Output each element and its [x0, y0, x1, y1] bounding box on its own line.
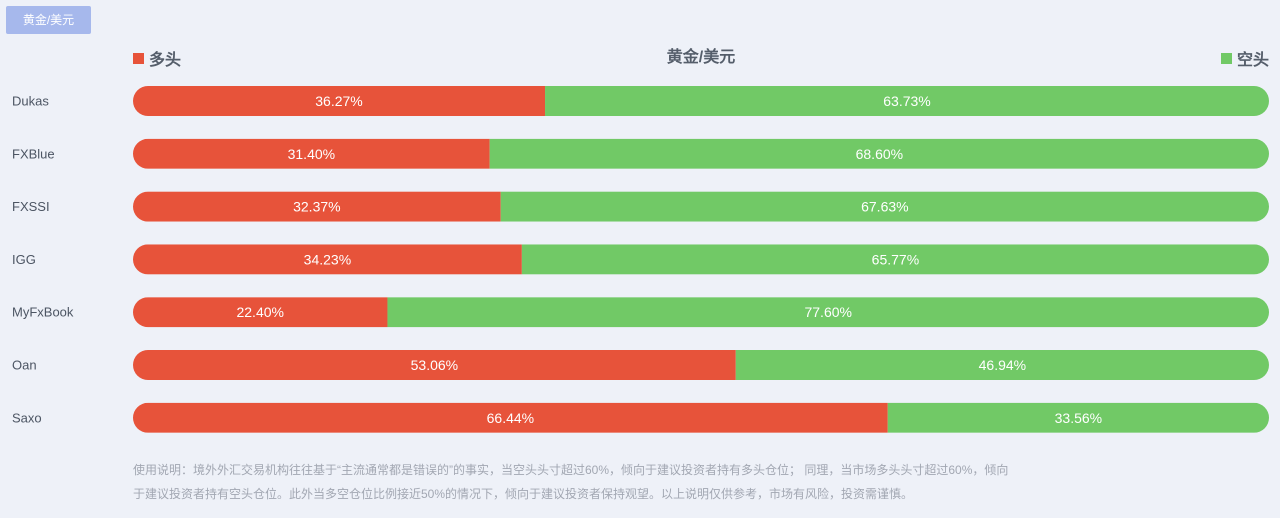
bar-long-value-label: 53.06%: [411, 357, 458, 373]
legend-long-swatch: [133, 52, 144, 64]
category-label: FXSSI: [12, 199, 50, 214]
bar-short-value-label: 68.60%: [856, 146, 903, 162]
bar-row[interactable]: [133, 86, 1269, 116]
legend-long[interactable]: 多头: [133, 48, 182, 69]
bar-row[interactable]: [133, 244, 1269, 275]
usage-note: 使用说明：境外外汇交易机构往往基于“主流通常都是错误的”的事实，当空头头寸超过6…: [133, 458, 1093, 506]
bar-short-segment[interactable]: [887, 402, 1269, 433]
usage-note-line-1: 使用说明：境外外汇交易机构往往基于“主流通常都是错误的”的事实，当空头头寸超过6…: [133, 463, 1009, 477]
category-label: FXBlue: [12, 146, 55, 161]
bar-long-segment[interactable]: [133, 86, 546, 116]
legend-short-swatch: [1220, 52, 1232, 64]
bar-short-value-label: 46.94%: [979, 357, 1026, 373]
bar-row[interactable]: [133, 191, 1269, 222]
bar-short-segment[interactable]: [489, 138, 1269, 169]
chart-title: 黄金/美元: [666, 49, 736, 66]
bar-short-segment[interactable]: [545, 86, 1269, 116]
bar-long-segment[interactable]: [133, 191, 501, 222]
bar-long-segment[interactable]: [133, 244, 522, 275]
bar-long-value-label: 31.40%: [288, 146, 335, 162]
bar-row[interactable]: [133, 297, 1269, 328]
bar-row[interactable]: [133, 350, 1269, 380]
bar-short-value-label: 67.63%: [861, 199, 908, 215]
bar-long-value-label: 32.37%: [293, 199, 340, 215]
bar-long-segment[interactable]: [133, 297, 388, 328]
tab-gold-usd[interactable]: 黄金/美元: [6, 6, 91, 34]
bar-short-value-label: 63.73%: [883, 93, 930, 109]
bar-long-segment[interactable]: [133, 402, 888, 433]
category-label: IGG: [12, 252, 36, 267]
bar-short-segment[interactable]: [500, 191, 1269, 222]
category-label: MyFxBook: [12, 305, 74, 320]
category-label: Dukas: [12, 94, 49, 109]
legend-short-label: 空头: [1236, 52, 1269, 69]
bar-short-segment[interactable]: [521, 244, 1269, 275]
bar-long-segment[interactable]: [133, 350, 736, 380]
legend-long-label: 多头: [149, 52, 182, 69]
usage-note-line-2: 于建议投资者持有空头仓位。此外当多空仓位比例接近50%的情况下，倾向于建议投资者…: [133, 487, 914, 501]
category-label: Oan: [12, 358, 37, 373]
bar-long-value-label: 22.40%: [236, 304, 283, 320]
category-label: Saxo: [12, 410, 42, 425]
bar-row[interactable]: [133, 138, 1269, 169]
bar-row[interactable]: [133, 402, 1269, 433]
bar-short-value-label: 33.56%: [1055, 410, 1102, 426]
bar-long-value-label: 36.27%: [315, 93, 362, 109]
bar-short-value-label: 65.77%: [872, 251, 919, 267]
bar-long-segment[interactable]: [133, 138, 490, 169]
bar-long-value-label: 34.23%: [304, 251, 351, 267]
bar-short-value-label: 77.60%: [804, 304, 851, 320]
bar-long-value-label: 66.44%: [487, 410, 534, 426]
legend-short[interactable]: 空头: [1220, 48, 1269, 69]
bar-short-segment[interactable]: [735, 350, 1269, 380]
bar-short-segment[interactable]: [387, 297, 1269, 328]
